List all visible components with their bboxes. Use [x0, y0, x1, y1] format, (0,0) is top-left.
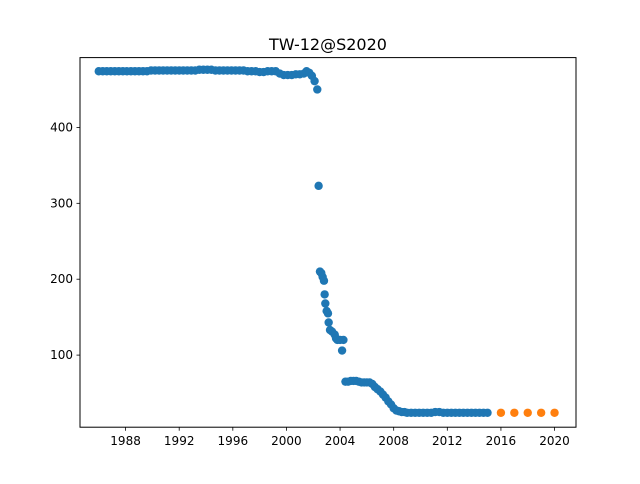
x-tick-label: 2008	[378, 434, 409, 448]
y-axis: 100 200 300 400	[50, 120, 80, 362]
data-point	[323, 309, 333, 318]
x-tick-label: 1988	[110, 434, 141, 448]
x-tick-label: 2004	[325, 434, 356, 448]
x-tick-label: 2020	[539, 434, 570, 448]
plot-frame	[79, 57, 577, 428]
data-point	[536, 408, 546, 417]
y-tick-label: 200	[50, 272, 73, 286]
data-point	[510, 408, 519, 417]
x-tick-label: 2012	[432, 434, 463, 448]
data-point	[483, 408, 492, 417]
x-tick-label: 2000	[271, 434, 302, 448]
x-tick-label: 1992	[164, 434, 195, 448]
data-point	[324, 318, 333, 327]
chart-title: TW-12@S2020	[268, 35, 387, 54]
y-tick-label: 300	[50, 196, 73, 210]
data-point	[313, 85, 322, 94]
data-point	[310, 76, 319, 86]
x-tick-label: 1996	[218, 434, 249, 448]
x-axis: 1988 1992 1996 2000 2004 2008 2012 2016 2020	[110, 427, 570, 448]
y-tick-label: 400	[50, 120, 73, 134]
data-point	[523, 408, 532, 417]
data-point	[320, 290, 329, 299]
data-point	[550, 408, 559, 417]
y-tick-label: 100	[50, 348, 73, 362]
data-point	[314, 181, 323, 191]
data-point	[321, 299, 330, 308]
plot-area	[94, 65, 559, 417]
data-point	[496, 408, 506, 417]
data-point	[339, 335, 348, 345]
data-point	[319, 276, 329, 285]
data-point	[337, 346, 347, 355]
x-tick-label: 2016	[486, 434, 517, 448]
